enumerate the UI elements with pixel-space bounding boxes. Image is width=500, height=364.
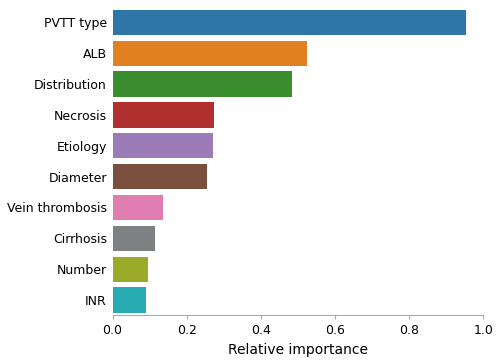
Bar [112,288,146,313]
Bar [112,226,155,251]
Bar [112,71,292,97]
Bar [112,133,212,158]
Bar [112,257,148,282]
Bar [112,164,207,189]
X-axis label: Relative importance: Relative importance [228,343,368,357]
Bar [112,102,214,127]
Bar [112,10,467,35]
Bar [112,40,307,66]
Bar [112,195,162,220]
